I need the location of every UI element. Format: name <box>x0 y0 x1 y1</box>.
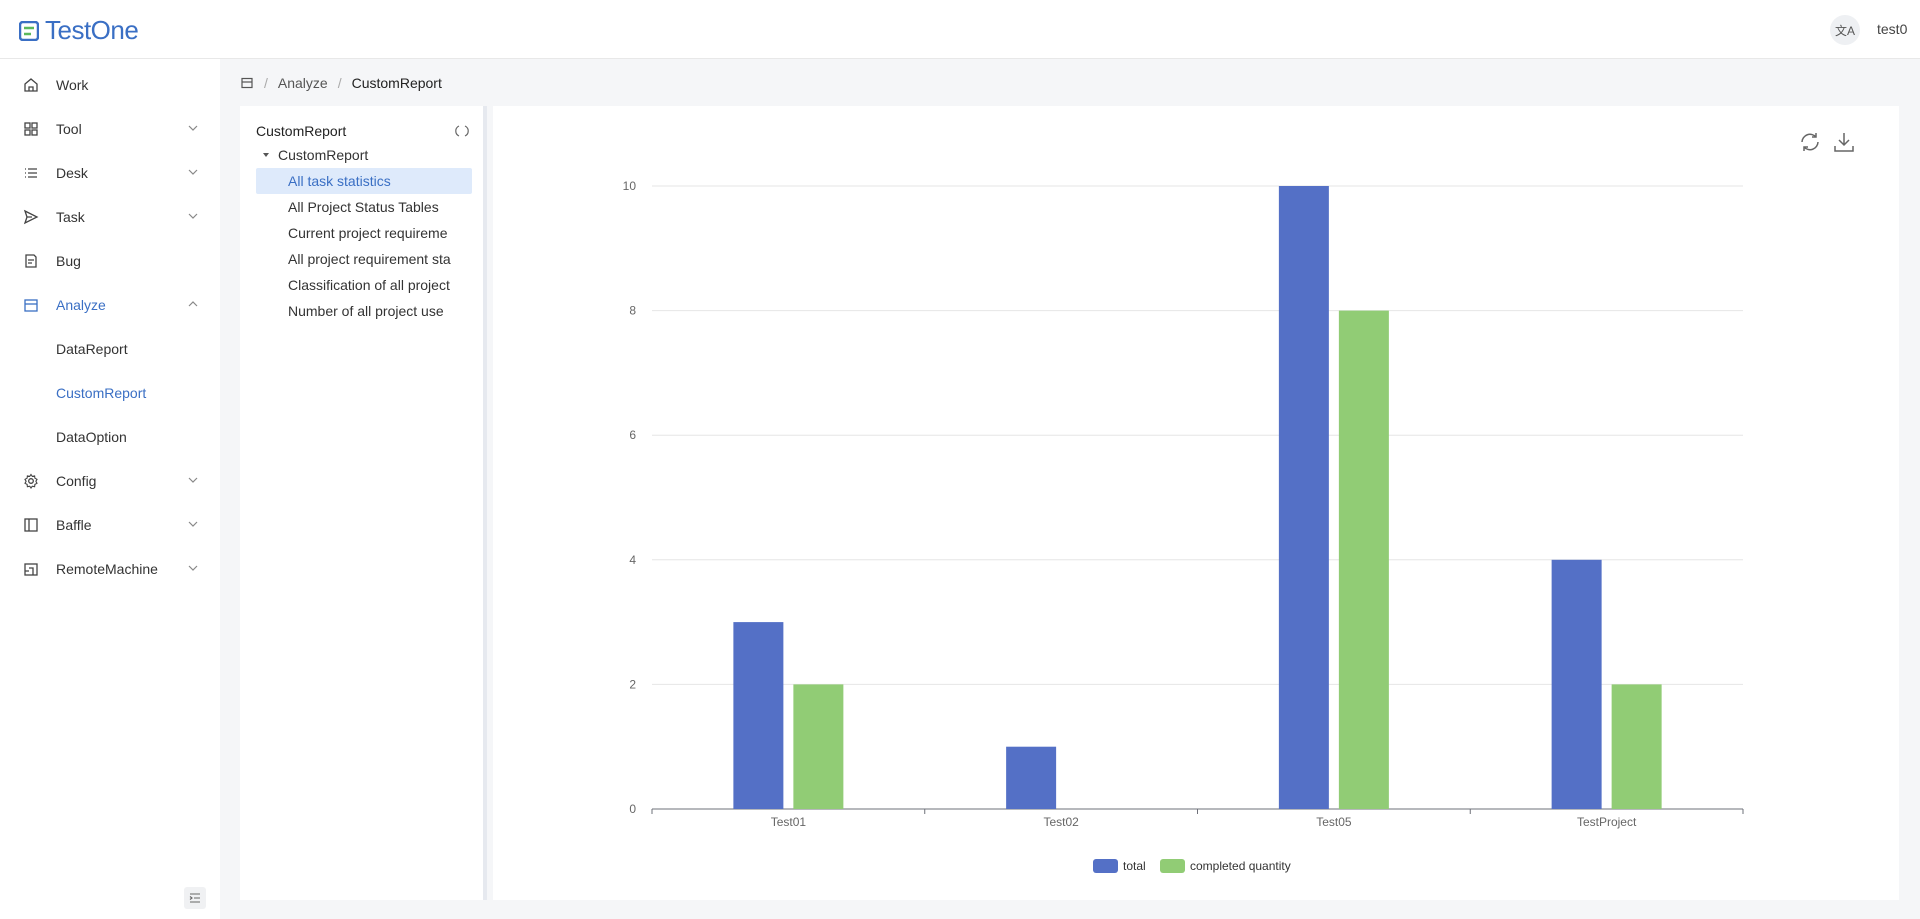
y-tick-label: 2 <box>629 677 636 691</box>
logo[interactable]: TestOne <box>19 15 139 46</box>
breadcrumb: / Analyze / CustomReport <box>240 74 442 92</box>
chevron-down-icon <box>188 169 198 175</box>
legend-label: completed quantity <box>1190 859 1291 873</box>
tree-root-node[interactable]: CustomReport <box>262 147 368 163</box>
chart-panel: 0 2 4 6 8 10 Test01 Test02 Test05 TestProject tota… <box>493 106 1899 900</box>
bar-completed-quantity <box>1338 310 1389 809</box>
tree-title: CustomReport <box>256 123 347 139</box>
sidebar-item-remotemachine[interactable]: RemoteMachine <box>0 547 220 591</box>
sidebar-item-label: Tool <box>56 121 82 137</box>
collapse-sidebar-button[interactable] <box>184 887 206 909</box>
bar-total <box>1551 559 1602 809</box>
caret-down-icon <box>263 153 269 157</box>
sidebar-item-label: Bug <box>56 253 81 269</box>
tree-leaf[interactable]: Number of all project use <box>288 303 444 319</box>
y-tick-label: 10 <box>623 179 637 193</box>
sidebar-item-tool[interactable]: Tool <box>0 107 220 151</box>
legend-swatch <box>1160 859 1185 873</box>
sidebar: Work Tool Desk Task Bug Analyze <box>0 59 220 919</box>
bar-total <box>733 622 784 809</box>
y-tick-label: 6 <box>629 428 636 442</box>
menu-fold-icon <box>189 893 200 903</box>
machine-icon <box>22 560 40 578</box>
sidebar-item-label: RemoteMachine <box>56 561 158 577</box>
top-bar: TestOne 文A test0 <box>0 0 1920 59</box>
sidebar-subitem-datareport[interactable]: DataReport <box>56 341 128 357</box>
chevron-down-icon <box>188 477 198 483</box>
y-tick-label: 4 <box>629 553 636 567</box>
send-icon <box>22 208 40 226</box>
sidebar-item-label: Config <box>56 473 97 489</box>
legend-label: total <box>1123 859 1146 873</box>
home-icon <box>22 76 40 94</box>
sidebar-item-label: Analyze <box>56 297 106 313</box>
x-tick-label: TestProject <box>1577 815 1637 829</box>
refresh-icon[interactable] <box>454 123 470 139</box>
sidebar-item-label: Desk <box>56 165 88 181</box>
sidebar-item-task[interactable]: Task <box>0 195 220 239</box>
y-tick-label: 0 <box>629 802 636 816</box>
sidebar-item-label: Baffle <box>56 517 92 533</box>
sidebar-item-label: Task <box>56 209 85 225</box>
x-tick-label: Test01 <box>771 815 807 829</box>
chevron-up-icon <box>188 301 198 307</box>
tree-leaf[interactable]: Classification of all project <box>288 277 450 293</box>
grid-icon <box>22 120 40 138</box>
bar-chart: 0 2 4 6 8 10 Test01 Test02 Test05 TestProject tota… <box>623 179 1744 873</box>
bar-completed-quantity <box>1611 684 1662 809</box>
tree-leaf[interactable]: Current project requireme <box>288 225 448 241</box>
sidebar-item-analyze[interactable]: Analyze <box>0 283 220 327</box>
x-tick-label: Test02 <box>1043 815 1079 829</box>
list-icon <box>22 164 40 182</box>
x-tick-label: Test05 <box>1316 815 1352 829</box>
breadcrumb-separator: / <box>337 75 342 91</box>
breadcrumb-parent[interactable]: Analyze <box>277 75 328 91</box>
legend-swatch <box>1093 859 1118 873</box>
translate-label: 文A <box>1834 23 1855 38</box>
y-tick-label: 8 <box>629 304 636 318</box>
panel-icon <box>22 516 40 534</box>
breadcrumb-current: CustomReport <box>351 75 442 91</box>
bar-completed-quantity <box>793 684 844 809</box>
sidebar-subitem-customreport[interactable]: CustomReport <box>56 385 147 401</box>
chevron-down-icon <box>188 521 198 527</box>
sidebar-item-baffle[interactable]: Baffle <box>0 503 220 547</box>
sidebar-item-label: Work <box>56 77 89 93</box>
chevron-down-icon <box>188 125 198 131</box>
user-name[interactable]: test0 <box>1877 21 1908 37</box>
tree-root-label: CustomReport <box>278 147 369 163</box>
download-icon[interactable] <box>1832 130 1856 154</box>
chevron-down-icon <box>188 565 198 571</box>
tree-leaf[interactable]: All task statistics <box>256 168 472 194</box>
translate-icon[interactable]: 文A <box>1830 15 1860 45</box>
tree-leaf[interactable]: All Project Status Tables <box>288 199 439 215</box>
gear-icon <box>22 472 40 490</box>
tree-leaf[interactable]: All project requirement sta <box>288 251 451 267</box>
logo-text: TestOne <box>45 15 139 45</box>
document-icon <box>22 252 40 270</box>
sidebar-subitem-dataoption[interactable]: DataOption <box>56 429 127 445</box>
calendar-icon <box>22 296 40 314</box>
logo-icon <box>19 20 39 41</box>
bar-total <box>1006 746 1057 809</box>
sidebar-item-desk[interactable]: Desk <box>0 151 220 195</box>
report-tree-panel: CustomReport CustomReport All task stati… <box>240 106 487 900</box>
sidebar-item-bug[interactable]: Bug <box>0 239 220 283</box>
bar-total <box>1278 186 1329 809</box>
refresh-icon[interactable] <box>1798 130 1822 154</box>
sidebar-item-config[interactable]: Config <box>0 459 220 503</box>
breadcrumb-separator: / <box>264 75 268 91</box>
chevron-down-icon <box>188 213 198 219</box>
sidebar-item-work[interactable]: Work <box>0 63 220 107</box>
calendar-icon <box>241 77 253 89</box>
